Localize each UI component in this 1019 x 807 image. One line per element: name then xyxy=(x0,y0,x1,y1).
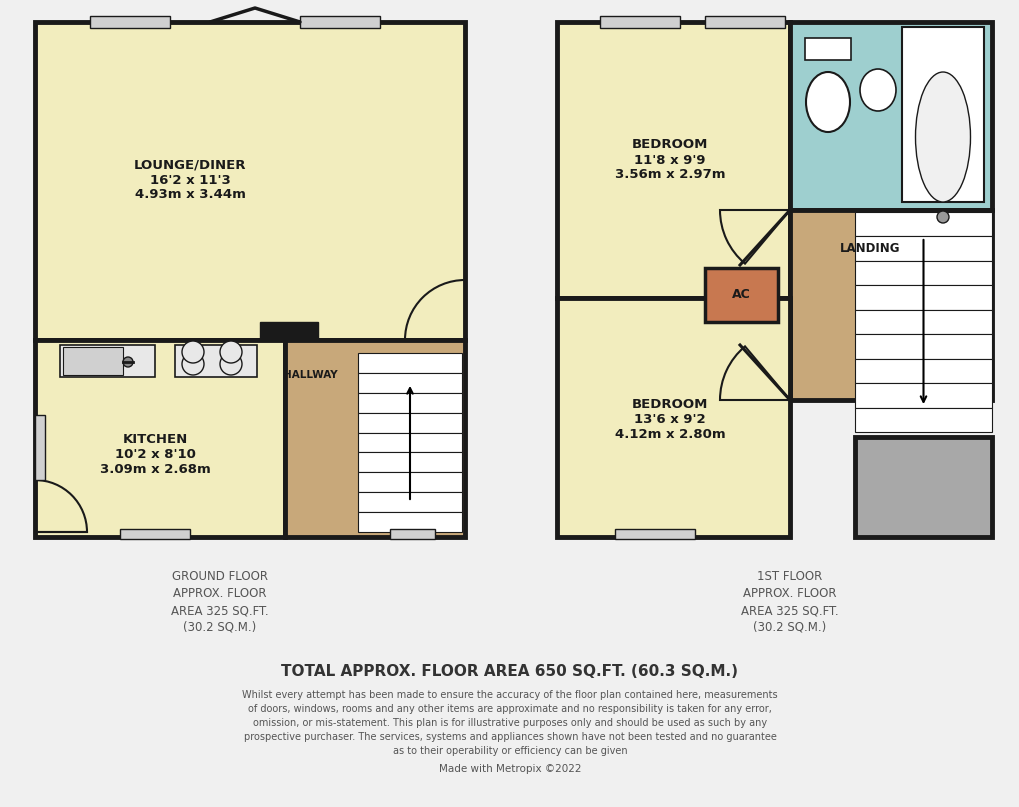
Bar xyxy=(614,529,694,539)
Polygon shape xyxy=(358,472,462,492)
Polygon shape xyxy=(556,22,790,298)
Polygon shape xyxy=(358,433,462,453)
Circle shape xyxy=(123,357,132,367)
Polygon shape xyxy=(284,340,465,537)
Polygon shape xyxy=(790,210,991,400)
Text: of doors, windows, rooms and any other items are approximate and no responsibili: of doors, windows, rooms and any other i… xyxy=(248,704,771,714)
Bar xyxy=(704,16,785,28)
Bar xyxy=(63,347,123,375)
Circle shape xyxy=(936,211,948,223)
Ellipse shape xyxy=(859,69,895,111)
Bar xyxy=(300,16,380,28)
Circle shape xyxy=(220,341,242,363)
Polygon shape xyxy=(35,22,465,340)
Text: prospective purchaser. The services, systems and appliances shown have not been : prospective purchaser. The services, sys… xyxy=(244,732,775,742)
Polygon shape xyxy=(854,383,991,408)
Ellipse shape xyxy=(915,72,969,202)
Bar xyxy=(175,345,257,377)
Polygon shape xyxy=(854,261,991,286)
Polygon shape xyxy=(358,453,462,472)
Text: Made with Metropix ©2022: Made with Metropix ©2022 xyxy=(438,764,581,774)
Circle shape xyxy=(181,353,204,375)
Bar xyxy=(90,16,170,28)
Bar xyxy=(804,38,850,60)
Polygon shape xyxy=(790,22,991,210)
Polygon shape xyxy=(358,512,462,532)
Text: HALLWAY: HALLWAY xyxy=(282,370,337,380)
Bar xyxy=(120,529,190,539)
Text: AC: AC xyxy=(732,288,750,302)
Bar xyxy=(704,268,777,322)
Polygon shape xyxy=(854,358,991,383)
Polygon shape xyxy=(854,286,991,310)
Bar xyxy=(901,27,983,202)
Polygon shape xyxy=(358,353,462,373)
Text: BEDROOM
13'6 x 9'2
4.12m x 2.80m: BEDROOM 13'6 x 9'2 4.12m x 2.80m xyxy=(614,399,725,441)
Text: 1ST FLOOR
APPROX. FLOOR
AREA 325 SQ.FT.
(30.2 SQ.M.): 1ST FLOOR APPROX. FLOOR AREA 325 SQ.FT. … xyxy=(741,570,838,634)
Text: GROUND FLOOR
APPROX. FLOOR
AREA 325 SQ.FT.
(30.2 SQ.M.): GROUND FLOOR APPROX. FLOOR AREA 325 SQ.F… xyxy=(171,570,269,634)
Polygon shape xyxy=(358,393,462,412)
Polygon shape xyxy=(35,340,284,537)
Polygon shape xyxy=(854,437,991,537)
Bar xyxy=(35,415,45,480)
Text: as to their operability or efficiency can be given: as to their operability or efficiency ca… xyxy=(392,746,627,756)
Text: TOTAL APPROX. FLOOR AREA 650 SQ.FT. (60.3 SQ.M.): TOTAL APPROX. FLOOR AREA 650 SQ.FT. (60.… xyxy=(281,664,738,679)
Bar xyxy=(60,345,155,377)
Ellipse shape xyxy=(805,72,849,132)
Bar xyxy=(389,529,434,539)
Text: KITCHEN
10'2 x 8'10
3.09m x 2.68m: KITCHEN 10'2 x 8'10 3.09m x 2.68m xyxy=(100,433,210,476)
Polygon shape xyxy=(556,298,790,537)
Text: omission, or mis-statement. This plan is for illustrative purposes only and shou: omission, or mis-statement. This plan is… xyxy=(253,718,766,728)
Polygon shape xyxy=(358,492,462,512)
Polygon shape xyxy=(358,373,462,393)
Polygon shape xyxy=(358,412,462,433)
Polygon shape xyxy=(854,212,991,236)
Polygon shape xyxy=(854,408,991,432)
Text: BEDROOM
11'8 x 9'9
3.56m x 2.97m: BEDROOM 11'8 x 9'9 3.56m x 2.97m xyxy=(614,139,725,182)
Text: Whilst every attempt has been made to ensure the accuracy of the floor plan cont: Whilst every attempt has been made to en… xyxy=(242,690,777,700)
Text: LOUNGE/DINER
16'2 x 11'3
4.93m x 3.44m: LOUNGE/DINER 16'2 x 11'3 4.93m x 3.44m xyxy=(133,158,246,202)
Bar xyxy=(260,322,318,340)
Circle shape xyxy=(220,353,242,375)
Polygon shape xyxy=(854,310,991,334)
Polygon shape xyxy=(854,236,991,261)
Text: LANDING: LANDING xyxy=(839,241,900,254)
Polygon shape xyxy=(854,334,991,358)
Circle shape xyxy=(181,341,204,363)
Bar xyxy=(599,16,680,28)
